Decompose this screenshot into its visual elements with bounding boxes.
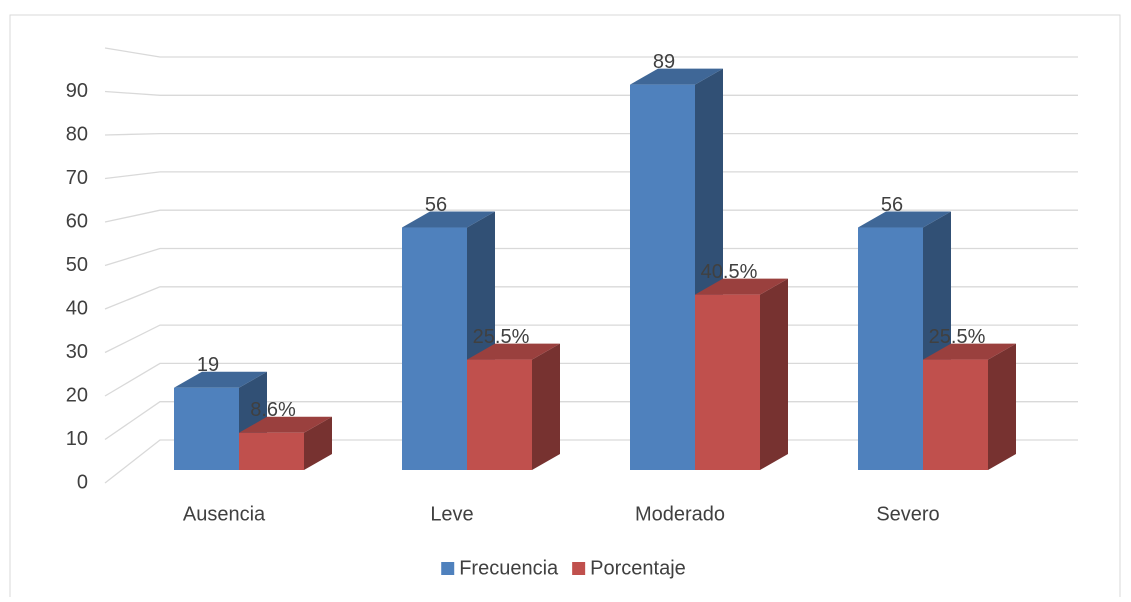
grid-line <box>104 171 1078 180</box>
chart-frame <box>9 14 1121 602</box>
legend-item: Porcentaje <box>572 557 686 579</box>
legend-label: Porcentaje <box>590 557 686 579</box>
y-tick-label: 60 <box>66 210 88 232</box>
legend-swatch <box>441 562 455 575</box>
grid-line <box>104 132 1078 136</box>
x-tick-label: Severo <box>876 503 939 525</box>
x-tick-label: Moderado <box>635 503 725 525</box>
grid-line <box>104 47 1078 58</box>
bar-top <box>695 278 788 295</box>
bar-top <box>858 211 951 228</box>
bar-top <box>630 68 723 85</box>
y-tick-label: 10 <box>66 428 88 450</box>
grid-line <box>104 247 1078 267</box>
y-tick-label: 50 <box>66 254 88 276</box>
bar <box>174 387 239 470</box>
grid-line <box>104 209 1078 223</box>
legend-swatch <box>572 562 586 575</box>
bar-top <box>174 371 267 388</box>
y-tick-label: 80 <box>66 123 88 145</box>
bar <box>923 359 988 470</box>
data-label: 89 <box>653 51 675 73</box>
bars: Ausencia 19 8.6% Leve 56 25.5% Moderado 89 40.5%… <box>174 51 1016 525</box>
grid: 0 10 20 30 40 50 60 70 80 90 <box>66 47 1078 493</box>
data-label: 19 <box>197 354 219 376</box>
data-label: 8.6% <box>250 399 296 421</box>
data-label: 56 <box>425 194 447 216</box>
bar-side <box>304 416 332 470</box>
legend-label: Frecuencia <box>459 557 559 579</box>
x-tick-label: Ausencia <box>183 503 266 525</box>
bar-top <box>239 416 332 433</box>
y-tick-label: 70 <box>66 167 88 189</box>
bar <box>630 84 695 470</box>
bar-top <box>923 343 1016 360</box>
y-tick-label: 40 <box>66 297 88 319</box>
bar-top <box>467 343 560 360</box>
y-tick-label: 0 <box>77 471 88 493</box>
legend-item: Frecuencia <box>441 557 559 579</box>
bar-side <box>760 278 788 470</box>
data-label: 25.5% <box>473 326 530 348</box>
data-label: 56 <box>881 194 903 216</box>
bar <box>467 359 532 470</box>
data-label: 40.5% <box>701 261 758 283</box>
bar <box>858 227 923 470</box>
bar <box>402 227 467 470</box>
bar-side <box>532 343 560 470</box>
bar <box>239 432 304 470</box>
y-tick-label: 20 <box>66 384 88 406</box>
y-tick-label: 90 <box>66 80 88 102</box>
data-label: 25.5% <box>929 326 986 348</box>
grid-line <box>104 90 1078 96</box>
bar-side <box>988 343 1016 470</box>
bar-top <box>402 211 495 228</box>
x-tick-label: Leve <box>430 503 473 525</box>
y-tick-label: 30 <box>66 341 88 363</box>
bar <box>695 294 760 470</box>
legend: Frecuencia Porcentaje <box>441 557 686 579</box>
